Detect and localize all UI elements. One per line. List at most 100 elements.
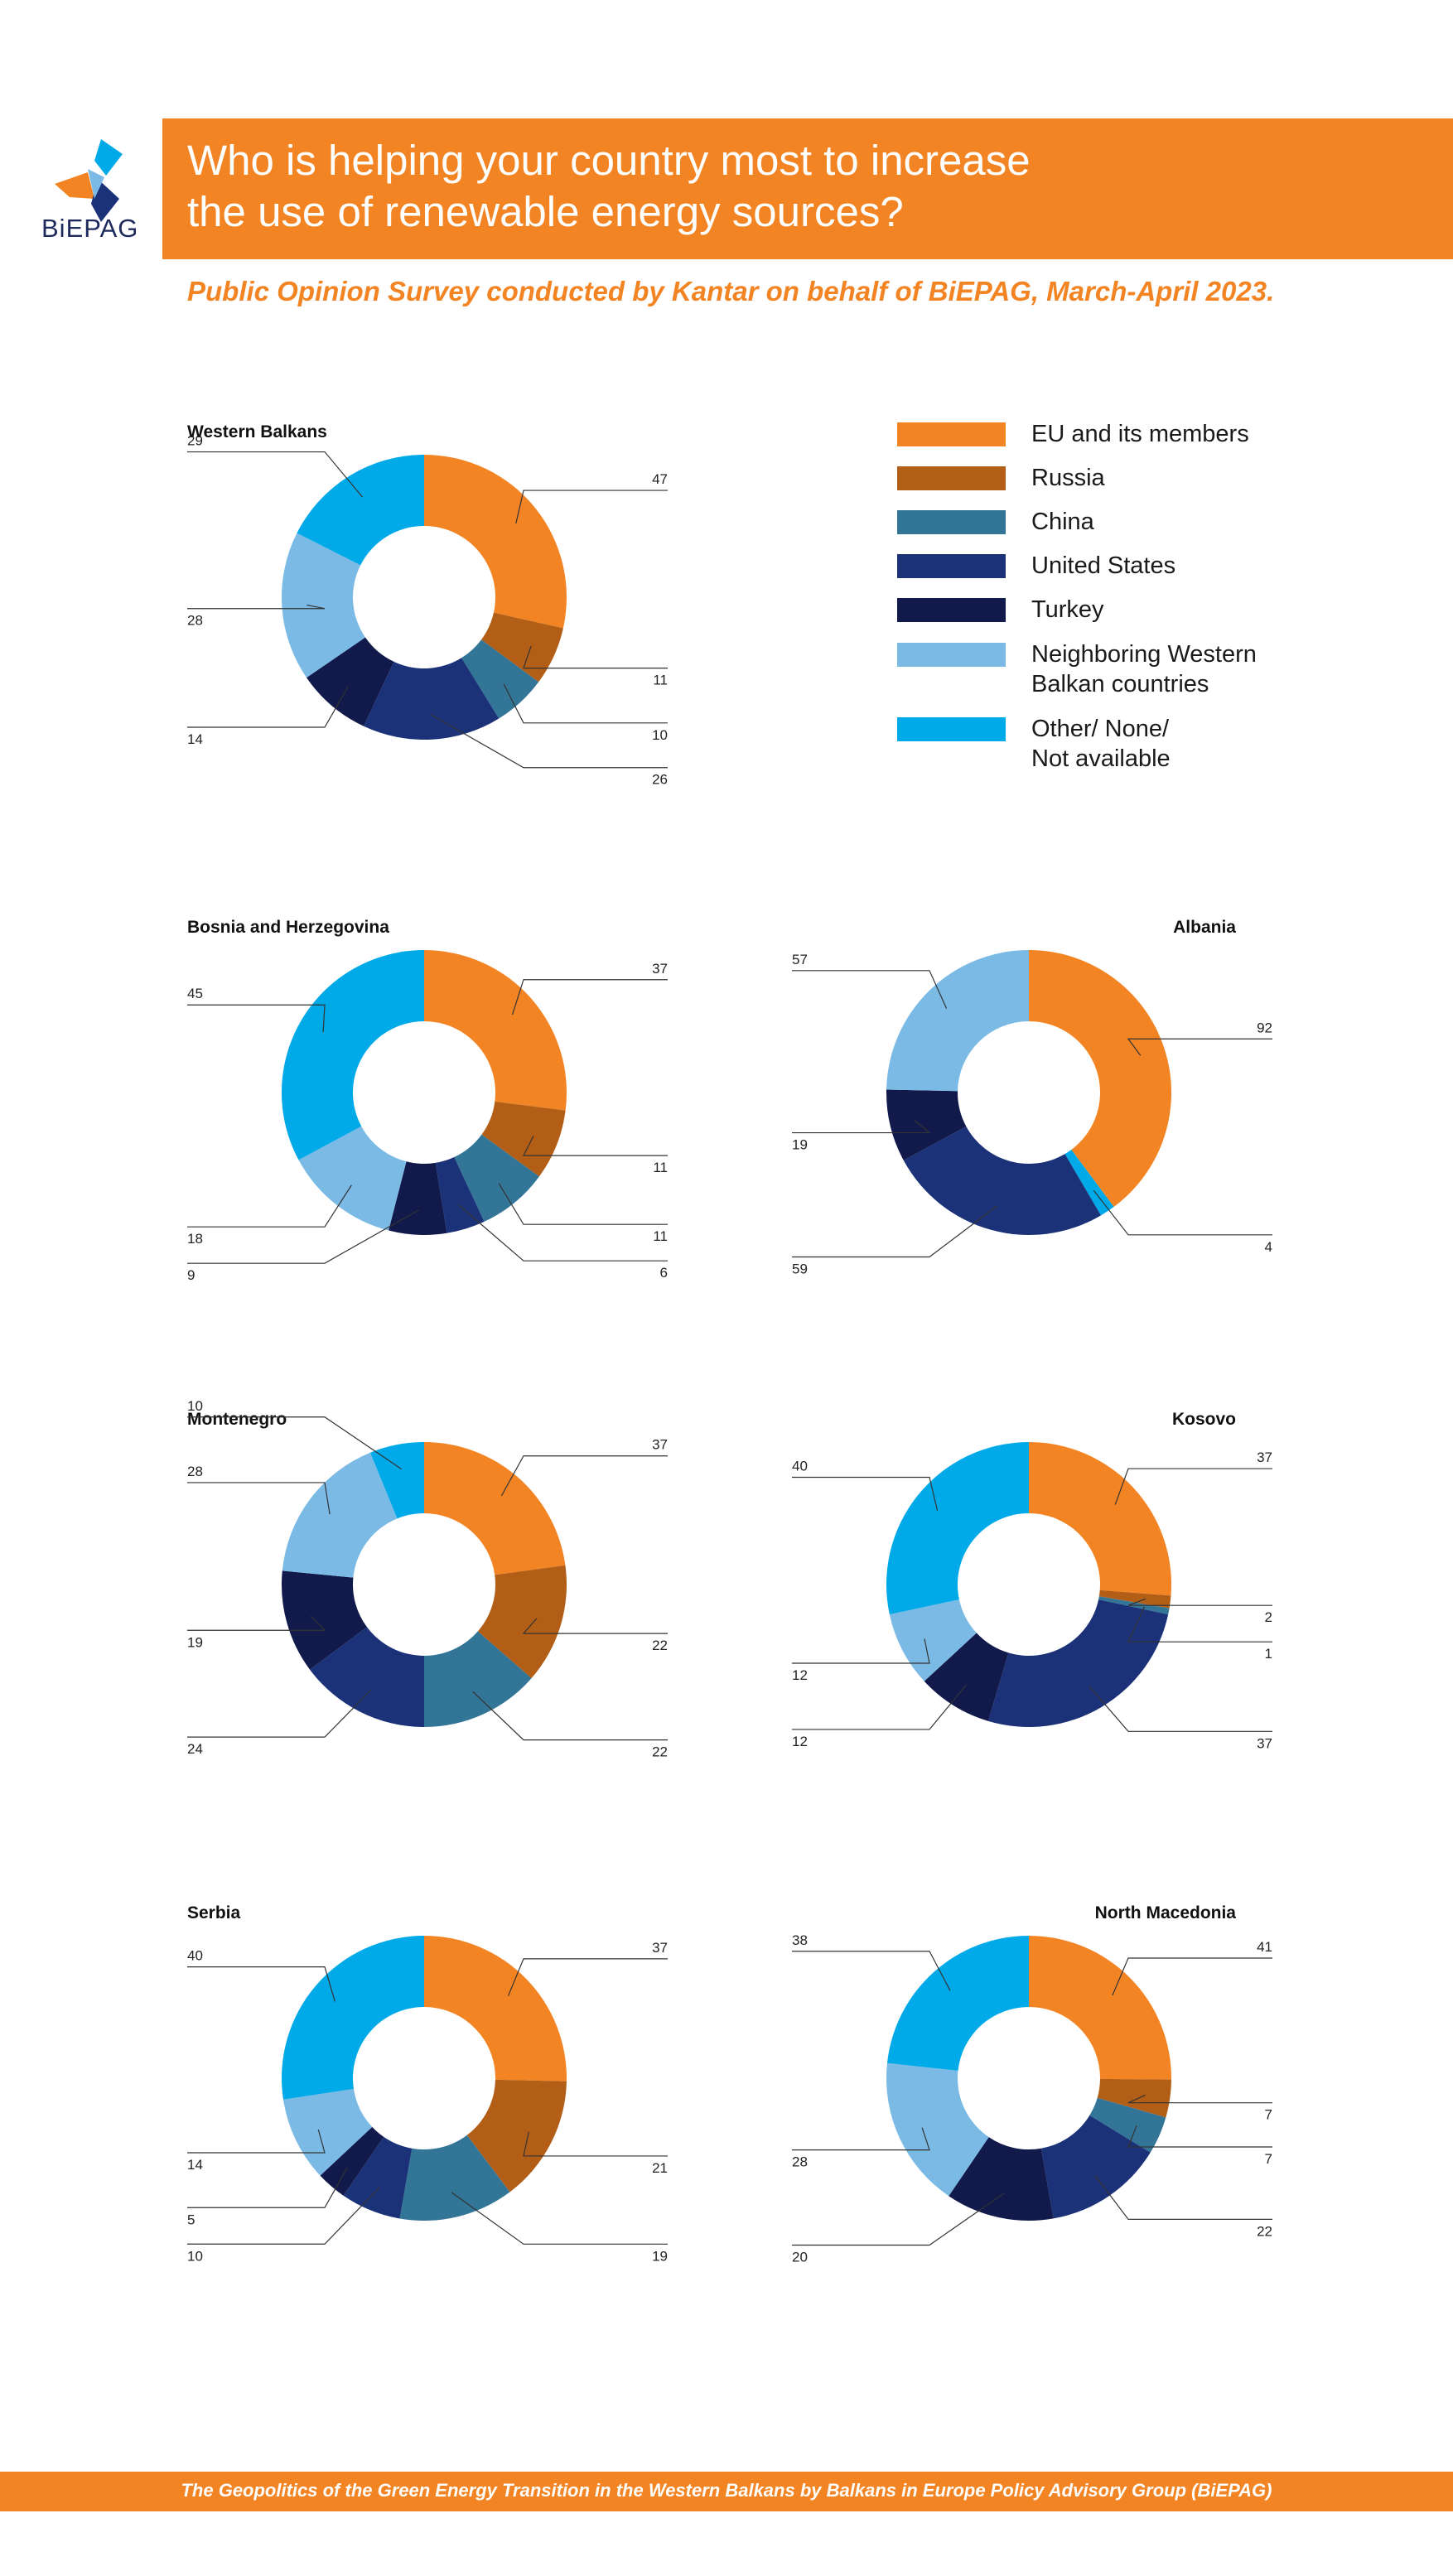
donut-slice-united-states — [1040, 2115, 1151, 2219]
leader-line — [523, 645, 668, 669]
donut-slice-united-states — [435, 1156, 485, 1233]
value-label-russia: 21 — [652, 2160, 668, 2176]
leader-line — [792, 1638, 930, 1664]
value-label-russia: 11 — [653, 1160, 668, 1175]
value-label-turkey: 14 — [187, 731, 203, 747]
header-bar — [162, 118, 1453, 259]
donut-slice-other-none-not-available — [282, 950, 424, 1160]
donut-slice-united-states — [310, 1627, 424, 1727]
leader-line — [792, 1205, 998, 1258]
value-label-united-states: 37 — [1257, 1735, 1272, 1751]
value-label-neighboring-western-balkan-countries: 28 — [792, 2154, 808, 2170]
legend-swatch — [897, 554, 1006, 578]
value-label-neighboring-western-balkan-countries: 18 — [187, 1231, 203, 1247]
value-label-united-states: 10 — [187, 2248, 203, 2264]
value-label-neighboring-western-balkan-countries: 28 — [187, 1464, 203, 1479]
legend-swatch — [897, 643, 1006, 667]
value-label-eu-and-its-members: 37 — [652, 1940, 668, 1956]
legend-label: Russia — [1031, 463, 1296, 493]
donut-slice-eu-and-its-members — [424, 1936, 567, 2082]
donut-slice-russia — [466, 2079, 567, 2192]
donut-chart: 41 7 7 22 38 28 20 — [792, 1932, 1272, 2265]
donut-slice-neighboring-western-balkan-countries — [282, 533, 366, 678]
leader-line — [792, 1951, 951, 1991]
legend-label-line: Russia — [1031, 465, 1105, 491]
donut-slice-other-none-not-available — [1064, 1150, 1114, 1216]
value-label-china: 19 — [652, 2248, 668, 2264]
page-subtitle: Public Opinion Survey conducted by Kanta… — [187, 276, 1275, 306]
donut-slice-united-states — [343, 2136, 413, 2219]
leader-line — [1112, 1957, 1272, 1996]
value-label-china: 22 — [652, 1744, 668, 1760]
page-title: Who is helping your country most to incr… — [187, 135, 1264, 238]
donut-chart: 47 11 10 26 29 28 14 — [187, 433, 668, 788]
donut-slice-other-none-not-available — [282, 1936, 424, 2100]
value-label-united-states: 22 — [1257, 2223, 1272, 2239]
donut-slice-turkey — [949, 2137, 1054, 2221]
leader-line — [187, 1184, 352, 1228]
value-label-turkey: 19 — [792, 1137, 808, 1153]
donut-slice-eu-and-its-members — [424, 455, 567, 629]
donut-slice-turkey — [307, 637, 394, 726]
leader-line — [187, 2167, 348, 2208]
leader-line — [1127, 2125, 1272, 2148]
leader-line — [187, 451, 363, 498]
logo-shape-lightblue — [88, 169, 104, 199]
leader-line — [187, 1482, 331, 1515]
leader-line — [792, 2192, 1005, 2246]
chart-western-balkans: Western Balkans 47 11 10 26 29 28 14 — [187, 419, 734, 866]
legend-swatch — [897, 422, 1006, 446]
legend-label-line: Other/ None/ — [1031, 716, 1170, 742]
leader-line — [1127, 1598, 1272, 1606]
donut-chart: 37 21 19 40 14 5 10 — [187, 1936, 668, 2264]
value-label-china: 7 — [1265, 2151, 1272, 2167]
leader-line — [500, 1455, 668, 1497]
chart-bosnia-and-herzegovina: Bosnia and Herzegovina 37 11 11 6 45 18 9 — [187, 914, 734, 1362]
legend-swatch — [897, 598, 1006, 622]
leader-line — [792, 1684, 968, 1730]
donut-chart: 37 2 1 37 40 12 12 — [792, 1442, 1272, 1751]
value-label-united-states: 6 — [660, 1265, 668, 1281]
footer-bar — [0, 2472, 1453, 2511]
donut-slice-neighboring-western-balkan-countries — [886, 2062, 989, 2197]
donut-slice-other-none-not-available — [886, 1936, 1029, 2071]
value-label-united-states: 59 — [792, 1261, 808, 1277]
donut-slice-eu-and-its-members — [1029, 1936, 1171, 2080]
donut-slice-china — [454, 1134, 539, 1222]
leader-line — [430, 714, 668, 769]
legend-label-line: United States — [1031, 552, 1176, 579]
donut-slice-other-none-not-available — [297, 455, 424, 566]
value-label-neighboring-western-balkan-countries: 28 — [187, 613, 203, 629]
value-label-turkey: 5 — [187, 2212, 195, 2227]
value-label-other-none-not-available: 45 — [187, 986, 203, 1001]
value-label-united-states: 26 — [652, 772, 668, 788]
legend-label-line: Not available — [1031, 745, 1171, 772]
legend-label: Turkey — [1031, 595, 1296, 625]
value-label-other-none-not-available: 40 — [792, 1458, 808, 1474]
value-label-china: 11 — [653, 1228, 668, 1244]
donut-slice-china — [424, 1631, 532, 1727]
leader-line — [187, 1004, 326, 1033]
leader-line — [187, 1689, 372, 1738]
leader-line — [472, 1691, 668, 1741]
value-label-china: 1 — [1265, 1646, 1272, 1662]
chart-title: Serbia — [187, 1903, 241, 1922]
leader-line — [792, 970, 948, 1009]
leader-line — [792, 1120, 931, 1134]
value-label-other-none-not-available: 4 — [1265, 1239, 1272, 1255]
value-label-neighboring-western-balkan-countries: 12 — [792, 1667, 808, 1683]
value-label-russia: 11 — [653, 673, 668, 688]
donut-slice-russia — [1098, 1589, 1171, 1609]
donut-slice-other-none-not-available — [369, 1442, 424, 1519]
legend-label-line: China — [1031, 509, 1094, 535]
chart-north-macedonia: North Macedonia 41 7 7 22 38 28 20 — [792, 1900, 1339, 2347]
legend-swatch — [897, 510, 1006, 534]
donut-chart: 37 22 22 10 28 19 24 — [187, 1398, 668, 1760]
title-line-2: the use of renewable energy sources? — [187, 188, 904, 235]
donut-slice-turkey — [924, 1633, 1009, 1721]
leader-line — [1093, 1190, 1272, 1236]
footer-text: The Geopolitics of the Green Energy Tran… — [181, 2480, 1272, 2501]
donut-slice-turkey — [389, 1161, 447, 1235]
leader-line — [503, 683, 668, 724]
value-label-eu-and-its-members: 47 — [652, 471, 668, 487]
